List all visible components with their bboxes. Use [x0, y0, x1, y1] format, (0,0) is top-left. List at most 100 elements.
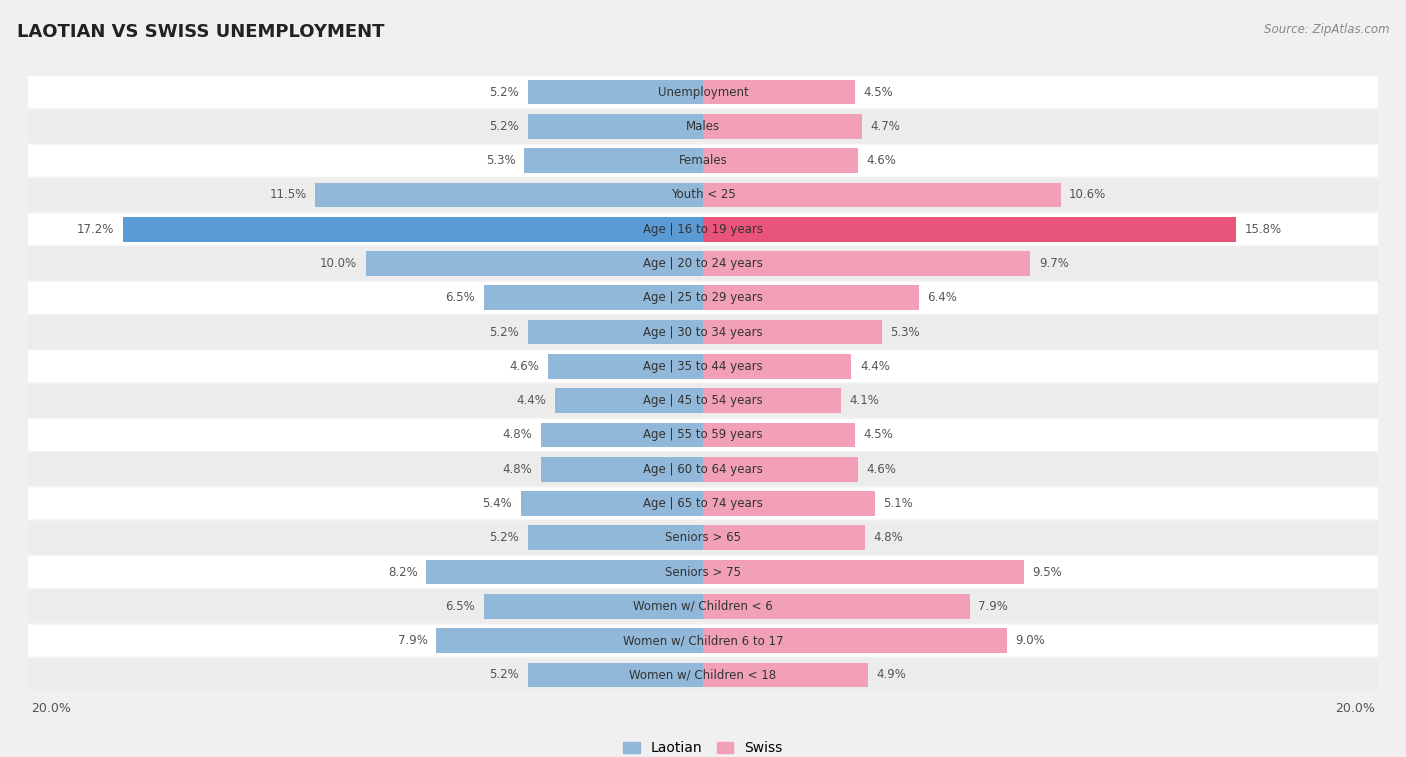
Text: Women w/ Children 6 to 17: Women w/ Children 6 to 17: [623, 634, 783, 647]
Bar: [703, 457, 858, 481]
Text: 5.2%: 5.2%: [489, 668, 519, 681]
FancyBboxPatch shape: [28, 282, 1378, 314]
FancyBboxPatch shape: [28, 522, 1378, 554]
Text: 4.4%: 4.4%: [516, 394, 546, 407]
FancyBboxPatch shape: [28, 590, 1378, 622]
Text: 5.2%: 5.2%: [489, 86, 519, 98]
Bar: [703, 319, 882, 344]
Bar: [484, 594, 703, 618]
Text: 4.8%: 4.8%: [503, 463, 533, 475]
Text: 4.5%: 4.5%: [863, 428, 893, 441]
FancyBboxPatch shape: [28, 76, 1378, 108]
Text: 6.4%: 6.4%: [928, 291, 957, 304]
FancyBboxPatch shape: [28, 419, 1378, 451]
Text: Age | 45 to 54 years: Age | 45 to 54 years: [643, 394, 763, 407]
Bar: [703, 594, 970, 618]
FancyBboxPatch shape: [28, 659, 1378, 691]
Text: 5.1%: 5.1%: [883, 497, 914, 510]
Bar: [541, 457, 703, 481]
Text: 4.7%: 4.7%: [870, 120, 900, 133]
Text: Seniors > 75: Seniors > 75: [665, 565, 741, 578]
FancyBboxPatch shape: [28, 248, 1378, 279]
Bar: [703, 491, 875, 516]
Text: Age | 65 to 74 years: Age | 65 to 74 years: [643, 497, 763, 510]
Text: 5.2%: 5.2%: [489, 326, 519, 338]
Text: 10.6%: 10.6%: [1069, 188, 1107, 201]
Bar: [703, 79, 855, 104]
Text: 4.9%: 4.9%: [877, 668, 907, 681]
Text: 9.0%: 9.0%: [1015, 634, 1045, 647]
Text: Source: ZipAtlas.com: Source: ZipAtlas.com: [1264, 23, 1389, 36]
Bar: [524, 148, 703, 173]
Text: 5.3%: 5.3%: [486, 154, 516, 167]
Bar: [703, 388, 841, 413]
Text: 9.7%: 9.7%: [1039, 257, 1069, 270]
Text: Age | 30 to 34 years: Age | 30 to 34 years: [643, 326, 763, 338]
Text: Women w/ Children < 18: Women w/ Children < 18: [630, 668, 776, 681]
Bar: [703, 662, 869, 687]
Bar: [527, 79, 703, 104]
Text: Seniors > 65: Seniors > 65: [665, 531, 741, 544]
Text: 17.2%: 17.2%: [77, 223, 114, 235]
Legend: Laotian, Swiss: Laotian, Swiss: [617, 736, 789, 757]
FancyBboxPatch shape: [28, 556, 1378, 588]
FancyBboxPatch shape: [28, 488, 1378, 519]
Text: Age | 25 to 29 years: Age | 25 to 29 years: [643, 291, 763, 304]
Text: 6.5%: 6.5%: [446, 291, 475, 304]
Text: 4.1%: 4.1%: [849, 394, 880, 407]
Text: 11.5%: 11.5%: [270, 188, 307, 201]
Text: 10.0%: 10.0%: [321, 257, 357, 270]
Text: 4.4%: 4.4%: [860, 360, 890, 373]
Text: 8.2%: 8.2%: [388, 565, 418, 578]
Text: 7.9%: 7.9%: [398, 634, 427, 647]
Bar: [703, 285, 920, 310]
FancyBboxPatch shape: [28, 179, 1378, 211]
Bar: [554, 388, 703, 413]
Text: Age | 60 to 64 years: Age | 60 to 64 years: [643, 463, 763, 475]
Text: 5.4%: 5.4%: [482, 497, 512, 510]
Text: 4.6%: 4.6%: [509, 360, 540, 373]
Bar: [548, 354, 703, 378]
Bar: [436, 628, 703, 653]
FancyBboxPatch shape: [28, 213, 1378, 245]
Bar: [366, 251, 703, 276]
Text: 5.3%: 5.3%: [890, 326, 920, 338]
Text: 4.8%: 4.8%: [873, 531, 903, 544]
Text: Females: Females: [679, 154, 727, 167]
Text: 4.8%: 4.8%: [503, 428, 533, 441]
Text: 9.5%: 9.5%: [1032, 565, 1062, 578]
Bar: [122, 217, 703, 241]
Text: Males: Males: [686, 120, 720, 133]
FancyBboxPatch shape: [28, 625, 1378, 657]
FancyBboxPatch shape: [28, 453, 1378, 485]
Bar: [426, 559, 703, 584]
Text: 5.2%: 5.2%: [489, 120, 519, 133]
Text: 20.0%: 20.0%: [31, 702, 72, 715]
Bar: [541, 422, 703, 447]
Text: 4.6%: 4.6%: [866, 154, 897, 167]
Bar: [703, 354, 852, 378]
Bar: [703, 182, 1060, 207]
Text: LAOTIAN VS SWISS UNEMPLOYMENT: LAOTIAN VS SWISS UNEMPLOYMENT: [17, 23, 384, 41]
Text: Age | 20 to 24 years: Age | 20 to 24 years: [643, 257, 763, 270]
Text: 4.5%: 4.5%: [863, 86, 893, 98]
Bar: [703, 422, 855, 447]
FancyBboxPatch shape: [28, 350, 1378, 382]
Text: Unemployment: Unemployment: [658, 86, 748, 98]
Text: 15.8%: 15.8%: [1244, 223, 1282, 235]
Text: 6.5%: 6.5%: [446, 600, 475, 613]
Bar: [527, 662, 703, 687]
Bar: [703, 217, 1236, 241]
Bar: [527, 319, 703, 344]
Text: Youth < 25: Youth < 25: [671, 188, 735, 201]
Text: 5.2%: 5.2%: [489, 531, 519, 544]
Bar: [527, 114, 703, 139]
Text: 7.9%: 7.9%: [979, 600, 1008, 613]
FancyBboxPatch shape: [28, 316, 1378, 348]
Bar: [520, 491, 703, 516]
FancyBboxPatch shape: [28, 111, 1378, 142]
Text: Age | 55 to 59 years: Age | 55 to 59 years: [643, 428, 763, 441]
Bar: [703, 559, 1024, 584]
Bar: [703, 148, 858, 173]
Bar: [703, 628, 1007, 653]
